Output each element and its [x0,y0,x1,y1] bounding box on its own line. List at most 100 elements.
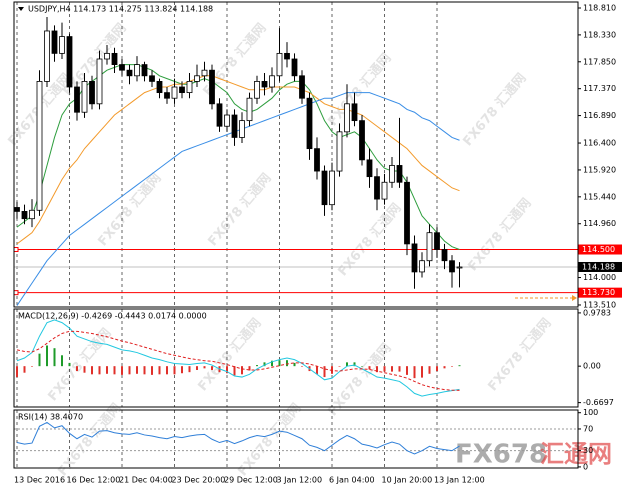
candle-body [149,75,155,82]
rsi-panel [13,409,579,469]
y-tick-label: 115.920 [583,165,616,174]
histogram-bar [271,360,273,367]
candle-body [269,75,275,88]
level-label: 113.730 [582,288,615,297]
histogram-bar [368,366,371,370]
macd-panel [13,308,579,408]
level-label: 114.188 [582,262,615,271]
y-tick-label: 0 [583,462,588,471]
y-tick-label: 117.850 [583,57,616,66]
histogram-bar [323,366,326,378]
x-tick-label: 13 Jan 12:00 [434,476,485,485]
candle-body [59,36,65,54]
candle-body [314,148,320,172]
histogram-bar [151,366,153,375]
candle-body [66,36,73,88]
candle-body [126,69,133,77]
candle-body [36,81,43,211]
y-tick-label: 0.9783 [583,308,611,317]
histogram-bar [293,362,296,367]
histogram-bar [106,366,108,374]
x-tick-label: 16 Dec 12:00 [67,476,121,485]
histogram-bar [383,366,386,372]
histogram-bar [31,366,33,367]
histogram-bar [278,360,281,367]
candle-body [321,170,328,206]
histogram-bar [76,366,78,372]
histogram-bar [136,366,138,374]
histogram-bar [301,366,303,367]
candle-body [74,86,80,113]
histogram-bar [203,366,206,369]
candle-body [411,243,418,273]
level-label-box [578,287,622,298]
histogram-bar [233,366,236,376]
histogram-bar [421,366,423,378]
histogram-bar [241,366,243,375]
candle-body [29,209,35,220]
y-tick-label: 30 [583,446,593,455]
histogram-bar [38,353,41,367]
candle-body [426,232,433,262]
shift-arrow-head [572,295,577,301]
candle-body [216,103,223,127]
candle-body [134,64,140,77]
histogram-bar [61,355,63,367]
y-tick-label: 114.960 [583,219,616,228]
y-tick-label: 0.00 [583,362,601,371]
candle-body [89,81,95,105]
histogram-bar [361,366,363,367]
histogram-bar [391,366,393,372]
histogram-bar [181,366,183,374]
level-label-box [578,261,622,272]
candle-body [449,260,455,273]
chart-title: USDJPY,H4 114.173 114.275 113.824 114.18… [28,5,213,14]
candle-body [336,131,343,172]
histogram-bar [451,366,453,367]
candle-body [299,75,305,99]
moving-average [16,92,460,306]
signal-line [16,330,460,391]
histogram-bar [263,362,266,367]
histogram-bar [98,366,101,375]
rsi-line [16,421,460,455]
candle-body [239,120,245,138]
y-tick-label: 117.370 [583,84,616,93]
histogram-bar [83,366,86,373]
x-tick-label: 10 Jan 20:00 [382,476,433,485]
histogram-bar [316,366,318,375]
candle-body [44,30,50,82]
histogram-bar [406,366,408,375]
candle-body [261,81,268,88]
histogram-bar [143,366,146,375]
histogram-bar [346,362,348,367]
candle-body [276,52,283,77]
menu-arrow [18,7,24,11]
candle-body [404,181,410,245]
histogram-bar [256,365,258,367]
histogram-bar [68,362,71,367]
candle-body [96,58,103,105]
candle-body [396,165,403,183]
histogram-bar [331,366,333,374]
candle-body [179,86,185,94]
histogram-bar [121,366,123,375]
candle-body [186,81,193,94]
histogram-bar [286,360,288,367]
candle-body [351,103,358,122]
y-tick-label: 113.510 [583,300,616,309]
histogram-bar [91,366,93,375]
level-handle [13,247,19,253]
candle-body [164,92,170,99]
candle-body [329,170,335,206]
x-tick-label: 29 Dec 12:00 [224,476,278,485]
histogram-bar [46,345,48,367]
histogram-bar [53,348,56,367]
y-tick-label: 100 [583,408,598,417]
candle-body [456,266,463,269]
candle-body [306,97,313,150]
candle-body [246,97,253,122]
histogram-bar [188,366,191,373]
candle-body [389,165,395,183]
